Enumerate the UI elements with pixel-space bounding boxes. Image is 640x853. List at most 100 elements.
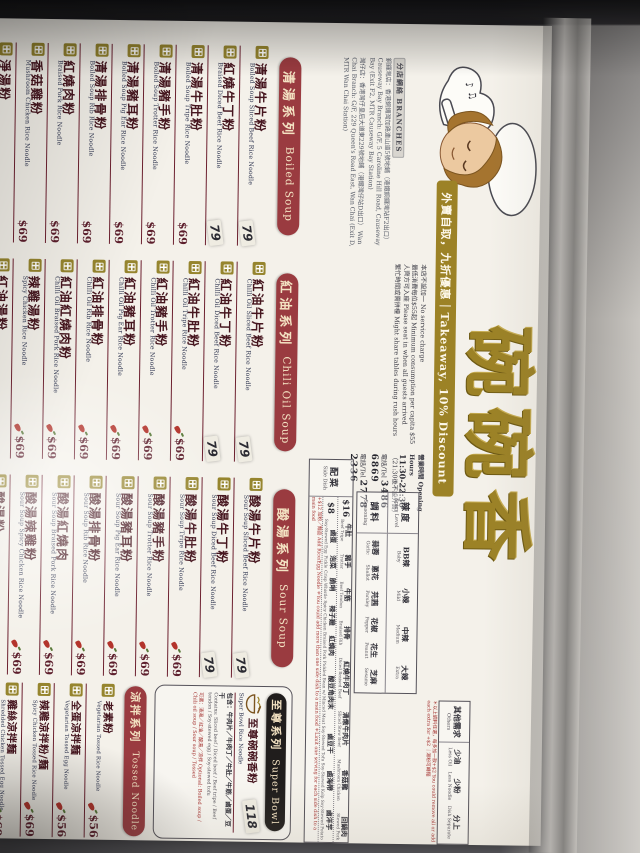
item-price: $69 $69 [106, 641, 119, 676]
super-bowl-item-zh: 至尊碗碗香粉 [245, 717, 259, 784]
knot-icon [6, 682, 20, 696]
menu-item-row: 酸湯牛丁粉 Sour Soup Diced Beef Rice Noodle 7… [198, 477, 233, 679]
badge-zh: 至尊系列 [268, 699, 283, 752]
chili-icon [44, 640, 54, 650]
knot-icon [89, 475, 104, 489]
handwritten-price-sticker: 79 [235, 436, 253, 463]
menu-item-row: 酸湯辣雞粉 Sour Soup Spicy Chicken Rice Noodl… [6, 474, 41, 675]
chili-icon [172, 642, 182, 652]
menu-item-row: 清湯排骨粉 Boiled Soup Rib Rice Noodle $69 $6… [76, 43, 111, 244]
seasoning-choice: 蔥花 Shallot [364, 564, 380, 581]
handwritten-price-sticker: 79 [232, 652, 250, 679]
item-price: $69 $69 [138, 641, 151, 676]
badge-en: Super Bowl [269, 759, 282, 826]
seasoning-label-en: Seasoning [362, 499, 369, 526]
knot-icon [125, 260, 139, 274]
menu-item-row: 清湯豬手粉 Boiled Soup Trotter Rice Noodle $6… [140, 44, 175, 245]
menu-item-row: 老素粉 Vegetarian Tossed Rice Noodle $56 $5… [83, 683, 117, 838]
chili-icon [79, 424, 89, 434]
knot-icon [121, 476, 136, 490]
menu-item-row: 辣雞湯粉 Spicy Chicken Rice Noodle $69 $69 [9, 258, 44, 459]
menu-sheet: ♪ ♫ 分店網絡 BRANCHES 銅鑼灣店：香港銅鑼灣加路連山道5號地鋪（港鐵… [0, 17, 553, 846]
item-price: $69 $69 [45, 424, 58, 459]
handwritten-price-sticker: 79 [238, 220, 256, 247]
spicy-choice: 中辣 Medium [394, 624, 410, 644]
side-dish-label: 配菜 Side Dish [309, 459, 353, 498]
menu-item-row: 酸湯牛片粉 Sour Soup Sliced Beef Rice Noodle … [230, 477, 265, 679]
side-dish-item: 紅燒肉 Braised Pork [322, 632, 336, 660]
chili-icon [15, 424, 25, 434]
knot-icon [93, 259, 107, 273]
badge-zh: 清湯系列 [279, 70, 296, 139]
section-badge-super-bowl: 至尊系列 Super Bowl [264, 693, 287, 832]
item-price: $69 $69 [42, 640, 55, 675]
item-name-zh: 辣雞涼拌粉/麵 [37, 699, 51, 771]
house-rules: 本店不設加一 No service charge 最低消費每位$55起 Mini… [348, 263, 427, 444]
chili-icon [111, 425, 121, 435]
knot-icon [192, 44, 206, 59]
side-dish-item: 鹵海帶 Soy-Stewed Kelp [320, 762, 334, 799]
handwritten-price-sticker: 118 [242, 799, 261, 834]
chili-icon [47, 424, 57, 434]
seasoning-choice: 花生 Peanut [363, 642, 379, 659]
side-dish-item: 豬手 Trotter [338, 553, 352, 570]
chili-icon [56, 802, 66, 812]
seasoning-label: 調料 Seasoning [356, 492, 388, 534]
menu-item-row: 酸湯豬手粉 Sour Soup Trotter Rice Noodle $69 … [134, 476, 169, 677]
chili-icon [24, 802, 34, 812]
badge-zh: 紅油系列 [276, 280, 293, 349]
handwritten-price-sticker: 79 [200, 651, 218, 679]
menu-item-row: 紅油豬手粉 Chilli Oil Trotter Rice Noodle $69… [137, 260, 172, 461]
super-bowl-contains-zh: 包含：牛肉片／牛肉丁／牛肚／牛筋／鹵蛋／豆干 [218, 692, 234, 827]
badge-en: Boiled Soup [282, 146, 296, 222]
menu-item-row: 酸湯排骨粉 Sour Soup Rib Rice Noodle $69 $69 [70, 475, 105, 676]
chili-icon [0, 801, 3, 811]
side-dish-item: 脆哨 Crisp Whistle [323, 570, 337, 599]
knot-icon [57, 475, 72, 489]
section-chili-oil-soup: 紅油系列 Chili Oil Soup 紅油牛片粉 Chilli Oil Sli… [0, 258, 299, 463]
item-price: $69 $69 [0, 801, 4, 836]
item-price: $69 $69 [79, 220, 94, 244]
item-name-zh: 全蛋涼拌麵 [69, 700, 83, 756]
spicy-seasoning-box: 辣度 Spicy Level BB辣 Baby 小辣 Mild [353, 491, 420, 695]
knot-icon [0, 258, 11, 272]
item-price: 79 79 [200, 651, 218, 679]
others-choice: 分上 Dish Separate [446, 805, 461, 839]
chili-icon [88, 803, 98, 813]
noodle-bowl-icon [245, 694, 262, 714]
side-dish-item: 清燉牛肉片 Sliced Stew Beef [336, 710, 350, 747]
item-name-zh: 酸湯粉 [0, 491, 7, 534]
side-dish-item: 香菇雞 Mushroom Chicken [335, 759, 349, 801]
knot-icon [70, 683, 84, 697]
menu-item-row: 紅油牛丁粉 Chilli Oil Diced Beef Rice Noodle … [201, 261, 236, 463]
side-dish-item: 鹵蛋 Soy-Stewed Egg [324, 518, 337, 554]
spicy-label-zh: 辣度 [399, 501, 410, 525]
knot-icon [0, 474, 8, 488]
knot-icon [220, 261, 235, 275]
menu-item-row: 紅燒牛丁粉 Braised Diced Beef Rice Noodle 79 … [204, 45, 239, 247]
item-price: $69 $69 [170, 642, 183, 677]
item-price: 79 79 [235, 436, 253, 463]
section-badge-sour: 酸湯系列 Sour Soup [271, 489, 296, 668]
chili-icon [108, 641, 118, 651]
chili-icon [12, 640, 22, 650]
menu-item-row: 清湯牛肚粉 Boiled Soup Tripe Rice Noodle $69 … [172, 44, 207, 246]
item-price: 79 79 [238, 220, 256, 247]
menu-item-row: 雞絲涼拌麵 Shredded Chicken Tossed Egg Noodle… [0, 682, 21, 837]
item-price: $56 $56 [55, 802, 68, 837]
item-price: $69 $69 [109, 425, 122, 460]
others-row: 其他需求 Others 少油 Less Oil 少粉 Less Noodle [438, 701, 470, 843]
menu-item-row: 清湯牛片粉 Boiled Soup Sliced Beef Rice Noodl… [236, 45, 271, 247]
sleeping-chef-illustration: ♪ ♫ [438, 66, 537, 217]
menu-item-row: 紅油排骨粉 Chilli Oil Rib Rice Noodle $69 $69 [73, 259, 108, 460]
spicy-level-label: 辣度 Spicy Level [387, 492, 419, 535]
item-price: $69 $69 [111, 220, 126, 245]
handwritten-price-sticker: 79 [206, 219, 224, 247]
side-dish-item: 酸豆角肉末 Pickled Bean w/ Minced Meat [321, 660, 335, 725]
side-dish-item: 牛肚 Beef Tripe [339, 519, 353, 542]
tier-items: 牛肚 Beef Tripe 豬手 Trotter 牛筋 Beef T [335, 519, 352, 842]
others-box: 其他需求 Others 少油 Less Oil 少粉 Less Noodle [436, 700, 471, 845]
item-price: $69 $69 [143, 221, 158, 245]
item-price: $69 $69 [173, 426, 186, 461]
knot-icon [26, 474, 40, 488]
